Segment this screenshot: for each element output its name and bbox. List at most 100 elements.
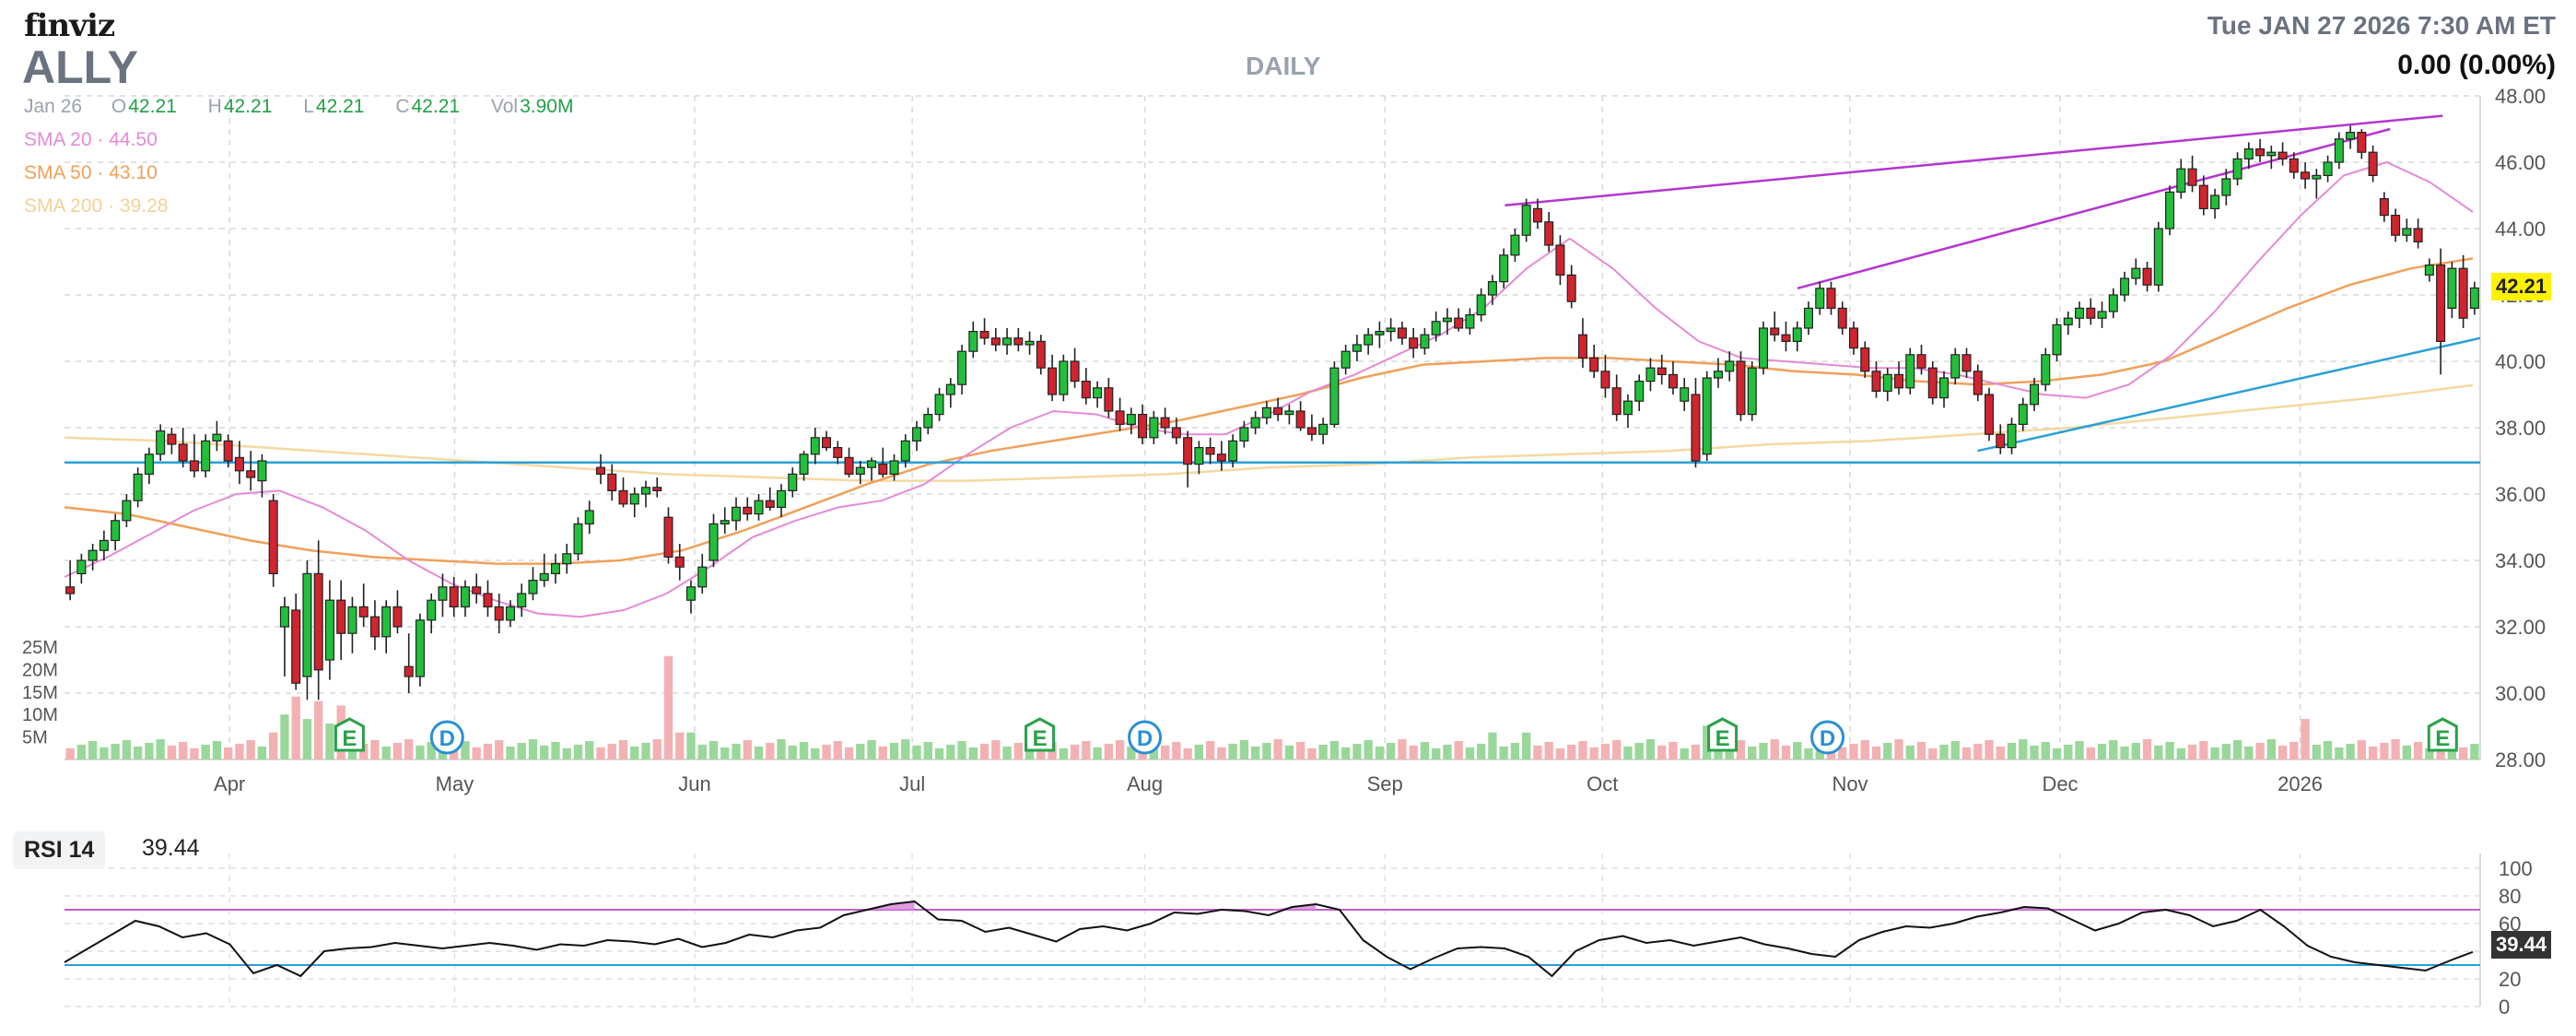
candle-body <box>1431 321 1441 336</box>
finviz-logo[interactable]: finviz <box>24 7 115 44</box>
candle-body <box>685 586 697 601</box>
candle-body <box>539 572 549 582</box>
volume-bar <box>1939 744 1949 759</box>
volume-bar <box>1127 746 1136 759</box>
volume-bar <box>1533 745 1542 759</box>
candle-body <box>562 553 572 565</box>
volume-bar <box>2380 742 2389 759</box>
event-label: E <box>1033 726 1048 751</box>
earnings-marker: E <box>1707 717 1739 752</box>
volume-bar <box>901 739 910 759</box>
candle-body <box>88 549 98 561</box>
candle-body <box>2232 158 2242 180</box>
candle-body <box>900 440 910 462</box>
volume-bar <box>1364 740 1373 759</box>
volume-bar <box>1522 732 1531 759</box>
volume-bar <box>1928 748 1938 759</box>
volume-bar <box>1680 748 1689 759</box>
volume-bar <box>697 744 707 759</box>
candle-body <box>2041 354 2051 385</box>
candle-body <box>957 350 967 385</box>
volume-bar <box>551 741 560 759</box>
volume-bar <box>585 740 594 759</box>
volume-bar <box>1093 747 1102 759</box>
volume-bar <box>2277 745 2288 759</box>
volume-bar <box>2007 742 2017 759</box>
candle-body <box>404 665 414 677</box>
volume-bar <box>1871 746 1881 759</box>
volume-bar <box>1736 740 1746 759</box>
candle-body <box>2357 132 2367 153</box>
candle-body <box>223 440 233 462</box>
volume-bar <box>2064 744 2073 759</box>
volume-bar <box>76 744 87 759</box>
volume-bar <box>1645 739 1656 759</box>
candle-body <box>279 606 289 628</box>
candle-body <box>777 489 787 509</box>
candle-body <box>2255 148 2266 157</box>
candle-body <box>1589 357 1599 372</box>
volume-bar <box>1499 746 1508 759</box>
volume-bar <box>1217 747 1226 759</box>
candle-body <box>1860 347 1870 372</box>
sma50-line <box>64 257 2474 565</box>
volume-bar <box>2109 740 2118 759</box>
candle-body <box>2424 265 2434 277</box>
candle-body <box>1713 371 1723 379</box>
volume-bar <box>1205 740 1215 759</box>
candle-body <box>2277 151 2288 159</box>
candles[interactable] <box>65 125 2479 700</box>
candle-body <box>369 616 380 638</box>
candle-body <box>1228 440 1238 462</box>
candle-body <box>1532 207 1542 223</box>
candle-body <box>483 593 493 607</box>
volume-bar <box>133 746 143 759</box>
volume-bar <box>754 746 764 759</box>
volume-bar <box>314 700 323 759</box>
volume-bar <box>224 747 233 759</box>
candle-body <box>189 460 199 472</box>
candle-body <box>844 456 854 475</box>
volume-bar <box>1329 740 1340 759</box>
candle-body <box>1115 410 1125 425</box>
candle-body <box>2165 191 2175 230</box>
candle-body <box>144 453 154 475</box>
volume-bar <box>1115 740 1125 759</box>
candle-body <box>2346 132 2356 140</box>
candle-body <box>2198 184 2208 209</box>
candle-body <box>607 473 617 492</box>
volume-bar <box>2266 739 2276 759</box>
candle-body <box>889 460 899 475</box>
sma20-legend[interactable]: SMA 20 · 44.50 <box>24 129 158 151</box>
month-tick-label: Dec <box>2042 772 2078 795</box>
volume-bar <box>732 743 741 759</box>
candle-body <box>979 331 989 339</box>
axes: 48.0046.0044.0042.0040.0038.0036.0034.00… <box>22 85 2546 795</box>
candle-body <box>358 606 369 618</box>
candle-body <box>945 383 955 395</box>
low-label: L <box>303 96 314 117</box>
rsi-indicator-label[interactable]: RSI 14 <box>13 831 106 869</box>
datetime-label: Tue JAN 27 2026 7:30 AM ET <box>2207 11 2556 40</box>
candle-body <box>1013 337 1024 346</box>
candle-body <box>99 539 109 551</box>
sma50-legend[interactable]: SMA 50 · 43.10 <box>24 162 158 184</box>
candle-body <box>550 562 560 574</box>
grid <box>64 95 2481 1007</box>
candle-body <box>618 489 628 505</box>
volume-bar <box>2097 743 2107 759</box>
candle-body <box>1284 410 1294 416</box>
candle-body <box>1747 367 1757 416</box>
price-tick-label: 38.00 <box>2495 417 2546 440</box>
sma200-legend[interactable]: SMA 200 · 39.28 <box>24 195 168 218</box>
candle-body <box>65 586 76 595</box>
low-value: 42.21 <box>315 96 365 117</box>
volume-bar <box>1770 739 1779 759</box>
candle-body <box>336 599 346 634</box>
volume-bar <box>2436 744 2445 759</box>
volume-bar <box>1759 742 1768 759</box>
volume-bar <box>1398 739 1407 759</box>
candle-body <box>1961 354 1972 372</box>
